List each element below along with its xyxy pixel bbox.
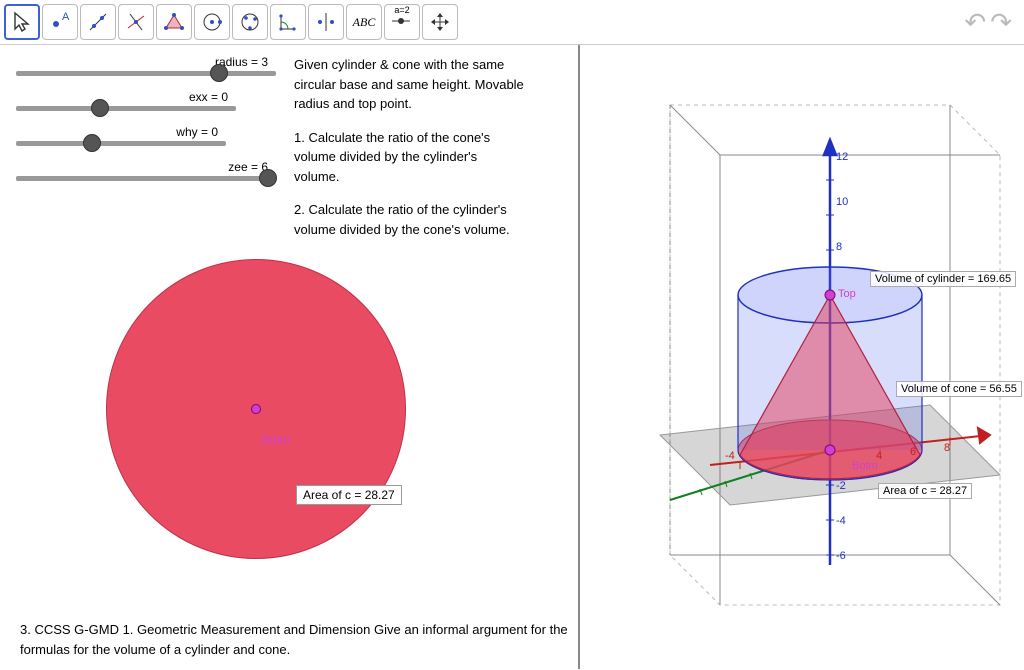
toolbar: A ABC a=2 ↶ ↷ <box>0 0 1024 45</box>
undo-button[interactable]: ↶ <box>964 7 986 38</box>
botm-label-2d: Botm <box>262 433 290 447</box>
svg-text:Botm: Botm <box>852 460 878 472</box>
tool-angle[interactable] <box>270 4 306 40</box>
tool-circle[interactable] <box>194 4 230 40</box>
area-c-label-3d[interactable]: Area of c = 28.27 <box>878 483 972 499</box>
svg-text:12: 12 <box>836 151 848 163</box>
svg-text:8: 8 <box>944 442 950 454</box>
question-3-text: 3. CCSS G-GMD 1. Geometric Measurement a… <box>20 620 578 659</box>
sliders-group: radius = 3 exx = 0 why = 0 zee = 6 <box>16 55 276 195</box>
slider-exx[interactable]: exx = 0 <box>16 90 236 111</box>
top-point[interactable] <box>825 290 835 300</box>
tool-slider[interactable]: a=2 <box>384 4 420 40</box>
svg-text:-6: -6 <box>836 550 846 562</box>
slider-thumb[interactable] <box>210 64 228 82</box>
slider-thumb[interactable] <box>259 169 277 187</box>
svg-text:6: 6 <box>910 446 916 458</box>
redo-button[interactable]: ↷ <box>990 7 1012 38</box>
svg-text:-4: -4 <box>836 515 846 527</box>
svg-text:-4: -4 <box>725 450 735 462</box>
botm-point[interactable] <box>825 445 835 455</box>
svg-text:8: 8 <box>836 241 842 253</box>
tool-polygon[interactable] <box>156 4 192 40</box>
vol-cylinder-label[interactable]: Volume of cylinder = 169.65 <box>870 271 1016 287</box>
slider-thumb[interactable] <box>83 134 101 152</box>
tool-move-view[interactable] <box>422 4 458 40</box>
svg-text:A: A <box>62 11 70 23</box>
base-circle[interactable]: Botm <box>106 259 406 559</box>
tool-reflect[interactable] <box>308 4 344 40</box>
view3d-svg: 12 10 8 -2 -4 -6 -4 4 6 8 Top Botm <box>580 45 1024 669</box>
graphics-2d-panel[interactable]: radius = 3 exx = 0 why = 0 zee = 6 Given <box>0 45 580 669</box>
slider-radius[interactable]: radius = 3 <box>16 55 276 76</box>
slider-zee[interactable]: zee = 6 <box>16 160 276 181</box>
tool-line[interactable] <box>80 4 116 40</box>
area-label-2d[interactable]: Area of c = 28.27 <box>296 485 402 505</box>
description-text: Given cylinder & cone with the same circ… <box>294 55 524 253</box>
slider-thumb[interactable] <box>91 99 109 117</box>
center-point[interactable] <box>251 404 261 414</box>
vol-cone-label[interactable]: Volume of cone = 56.55 <box>896 381 1022 397</box>
tool-conic[interactable] <box>232 4 268 40</box>
svg-text:-2: -2 <box>836 480 846 492</box>
slider-why[interactable]: why = 0 <box>16 125 226 146</box>
graphics-3d-panel[interactable]: 12 10 8 -2 -4 -6 -4 4 6 8 Top Botm Volum… <box>580 45 1024 669</box>
tool-point[interactable]: A <box>42 4 78 40</box>
svg-text:10: 10 <box>836 196 848 208</box>
tool-select[interactable] <box>4 4 40 40</box>
tool-text[interactable]: ABC <box>346 4 382 40</box>
svg-text:Top: Top <box>838 288 856 300</box>
circle-2d: Botm Area of c = 28.27 <box>16 259 562 579</box>
tool-perpendicular[interactable] <box>118 4 154 40</box>
